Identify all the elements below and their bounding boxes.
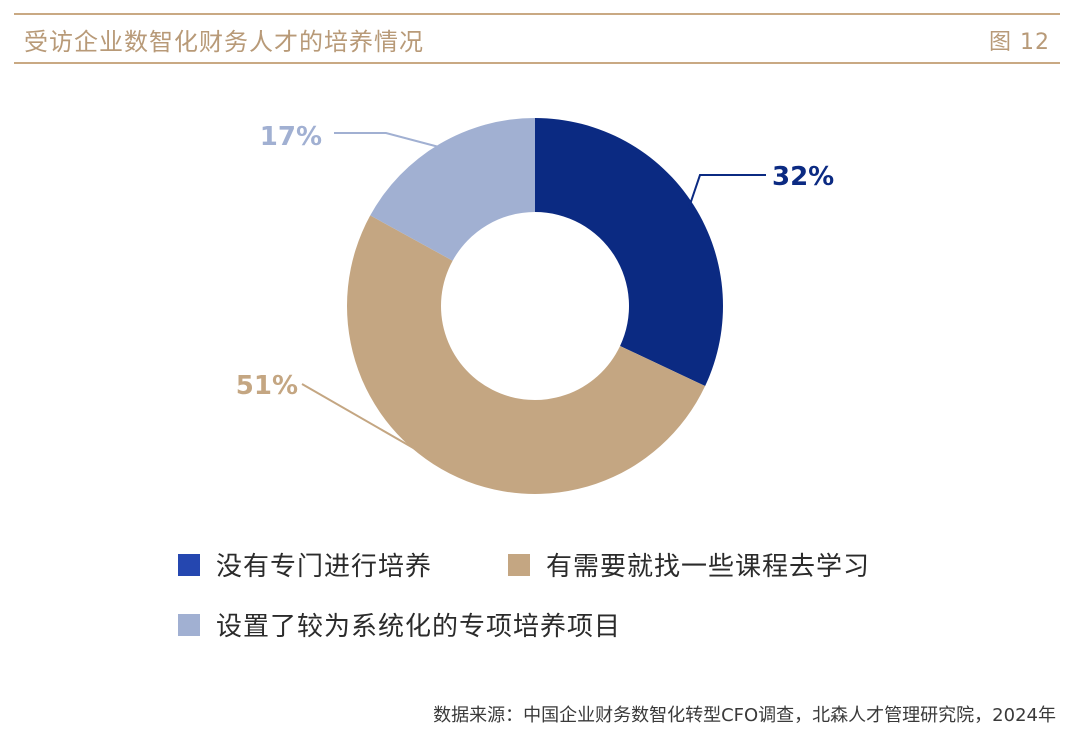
value-label-2: 17% xyxy=(260,122,322,152)
donut-slice-0 xyxy=(535,118,723,387)
leader-line-1 xyxy=(301,383,452,471)
legend-item-0: 没有专门进行培养 xyxy=(178,546,432,583)
data-source-note: 数据来源：中国企业财务数智化转型CFO调查，北森人才管理研究院，2024年 xyxy=(433,705,1056,726)
header-bottom-rule xyxy=(14,62,1060,64)
chart-title: 受访企业数智化财务人才的培养情况 xyxy=(24,28,424,56)
legend-swatch-1 xyxy=(508,553,530,576)
leader-line-0 xyxy=(687,174,766,209)
header-top-rule xyxy=(14,13,1060,15)
figure-number: 图 12 xyxy=(989,30,1050,55)
legend-swatch-2 xyxy=(178,613,200,636)
legend-label-0: 没有专门进行培养 xyxy=(216,552,433,582)
donut-slice-2 xyxy=(370,118,535,261)
leader-line-2 xyxy=(334,132,442,149)
legend-item-2: 设置了较为系统化的专项培养项目 xyxy=(178,606,621,643)
value-label-0: 32% xyxy=(772,162,834,192)
legend-label-1: 有需要就找一些课程去学习 xyxy=(546,552,871,582)
legend-swatch-0 xyxy=(178,553,200,576)
donut-chart: 32% 51% 17% xyxy=(236,118,834,495)
value-label-1: 51% xyxy=(236,371,298,401)
legend-item-1: 有需要就找一些课程去学习 xyxy=(508,546,870,583)
legend-label-2: 设置了较为系统化的专项培养项目 xyxy=(216,612,622,642)
donut-slice-1 xyxy=(346,215,706,495)
